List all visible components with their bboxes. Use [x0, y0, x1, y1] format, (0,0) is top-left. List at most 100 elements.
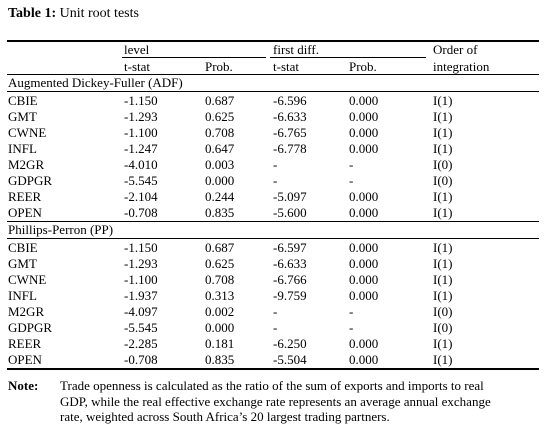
- cell-order: I(0): [433, 157, 453, 172]
- cell-first-diff-tstat: -: [273, 320, 278, 335]
- cell-variable: OPEN: [8, 352, 42, 367]
- cell-order: I(1): [433, 240, 453, 255]
- cell-level-tstat: -5.545: [124, 320, 158, 335]
- cell-order: I(1): [433, 256, 453, 271]
- section-title-adf: Augmented Dickey-Fuller (ADF): [8, 75, 183, 90]
- cell-order: I(1): [433, 288, 453, 303]
- cell-variable: GDPGR: [8, 320, 53, 335]
- top-rule: [7, 40, 539, 42]
- cell-level-tstat: -4.097: [124, 304, 158, 319]
- cell-level-prob: 0.708: [205, 125, 235, 140]
- bottom-rule: [7, 368, 539, 370]
- cell-first-diff-prob: 0.000: [349, 141, 379, 156]
- header-first-diff-tstat: t-stat: [273, 59, 299, 74]
- cell-level-tstat: -1.247: [124, 141, 158, 156]
- header-level-tstat: t-stat: [124, 59, 150, 74]
- cell-first-diff-tstat: -: [273, 157, 278, 172]
- cell-first-diff-prob: 0.000: [349, 189, 379, 204]
- cell-level-tstat: -1.100: [124, 272, 158, 287]
- cell-level-tstat: -1.293: [124, 256, 158, 271]
- section-title-pp: Phillips-Perron (PP): [8, 222, 114, 237]
- cell-level-prob: 0.003: [205, 157, 235, 172]
- cell-first-diff-tstat: -6.778: [273, 141, 307, 156]
- cell-level-tstat: -1.937: [124, 288, 158, 303]
- cell-variable: GDPGR: [8, 173, 53, 188]
- cell-first-diff-prob: 0.000: [349, 109, 379, 124]
- cell-first-diff-prob: -: [349, 173, 354, 188]
- section-divider: [7, 221, 539, 222]
- cell-first-diff-prob: 0.000: [349, 125, 379, 140]
- cell-level-tstat: -1.150: [124, 240, 158, 255]
- cell-level-tstat: -2.285: [124, 336, 158, 351]
- cell-first-diff-prob: -: [349, 304, 354, 319]
- note-text: Trade openness is calculated as the rati…: [60, 378, 491, 424]
- cell-first-diff-prob: 0.000: [349, 205, 379, 220]
- cell-first-diff-prob: 0.000: [349, 93, 379, 108]
- cell-first-diff-prob: 0.000: [349, 288, 379, 303]
- cell-first-diff-tstat: -6.596: [273, 93, 307, 108]
- cell-level-tstat: -0.708: [124, 352, 158, 367]
- cell-variable: GMT: [8, 256, 37, 271]
- cell-level-prob: 0.181: [205, 336, 235, 351]
- cell-first-diff-prob: 0.000: [349, 336, 379, 351]
- cell-order: I(1): [433, 272, 453, 287]
- table-title: Table 1: Unit root tests: [8, 6, 139, 22]
- cell-level-prob: 0.687: [205, 240, 235, 255]
- cell-level-tstat: -2.104: [124, 189, 158, 204]
- cell-level-tstat: -0.708: [124, 205, 158, 220]
- cell-level-prob: 0.835: [205, 205, 235, 220]
- cell-first-diff-prob: -: [349, 157, 354, 172]
- cell-variable: CBIE: [8, 93, 38, 108]
- cell-level-prob: 0.708: [205, 272, 235, 287]
- cell-order: I(1): [433, 352, 453, 367]
- table-title-text: Unit root tests: [56, 6, 139, 21]
- cell-variable: REER: [8, 336, 42, 351]
- cell-first-diff-tstat: -: [273, 173, 278, 188]
- cell-variable: CBIE: [8, 240, 38, 255]
- cell-order: I(1): [433, 336, 453, 351]
- cell-level-prob: 0.000: [205, 173, 235, 188]
- cell-first-diff-tstat: -9.759: [273, 288, 307, 303]
- cell-variable: INFL: [8, 141, 37, 156]
- cell-first-diff-tstat: -6.597: [273, 240, 307, 255]
- cell-variable: GMT: [8, 109, 37, 124]
- header-first-diff-prob: Prob.: [349, 59, 377, 74]
- cell-variable: CWNE: [8, 272, 47, 287]
- header-first-diff: first diff.: [273, 42, 319, 57]
- cell-first-diff-prob: 0.000: [349, 352, 379, 367]
- cell-first-diff-prob: 0.000: [349, 272, 379, 287]
- cell-first-diff-tstat: -6.765: [273, 125, 307, 140]
- cell-level-prob: 0.625: [205, 109, 235, 124]
- section-rule-pp: [7, 238, 539, 239]
- cell-order: I(0): [433, 173, 453, 188]
- cell-level-prob: 0.313: [205, 288, 235, 303]
- cell-first-diff-prob: 0.000: [349, 240, 379, 255]
- cell-variable: CWNE: [8, 125, 47, 140]
- cell-order: I(1): [433, 141, 453, 156]
- header-level: level: [124, 42, 150, 57]
- table-title-label: Table 1:: [8, 6, 57, 21]
- cell-first-diff-tstat: -5.504: [273, 352, 307, 367]
- cell-level-tstat: -5.545: [124, 173, 158, 188]
- header-order-line2: integration: [433, 59, 490, 74]
- cell-order: I(1): [433, 125, 453, 140]
- cell-level-prob: 0.244: [205, 189, 235, 204]
- cell-level-tstat: -1.293: [124, 109, 158, 124]
- cell-first-diff-prob: -: [349, 320, 354, 335]
- cell-level-prob: 0.625: [205, 256, 235, 271]
- cell-order: I(0): [433, 320, 453, 335]
- cell-order: I(1): [433, 205, 453, 220]
- cell-level-prob: 0.000: [205, 320, 235, 335]
- cell-variable: REER: [8, 189, 42, 204]
- cell-first-diff-tstat: -: [273, 304, 278, 319]
- cell-variable: M2GR: [8, 157, 45, 172]
- cell-first-diff-tstat: -6.633: [273, 256, 307, 271]
- cell-order: I(1): [433, 189, 453, 204]
- header-order-line1: Order of: [433, 42, 478, 57]
- cell-variable: INFL: [8, 288, 37, 303]
- cell-order: I(0): [433, 304, 453, 319]
- cell-first-diff-tstat: -5.600: [273, 205, 307, 220]
- level-underline: [122, 57, 266, 58]
- cell-level-prob: 0.835: [205, 352, 235, 367]
- cell-order: I(1): [433, 109, 453, 124]
